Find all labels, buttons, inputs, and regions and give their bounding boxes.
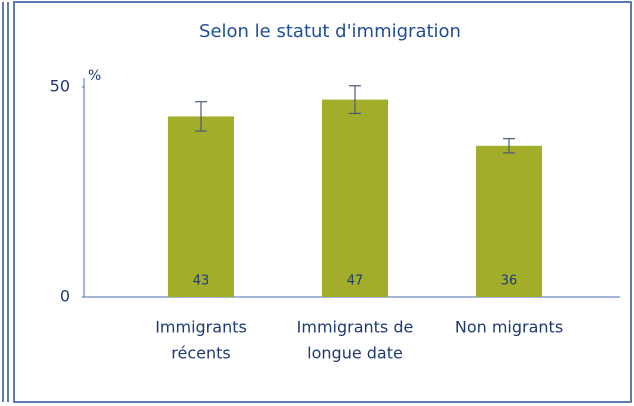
- chart-frame: [13, 1, 632, 403]
- x-tick-label: Immigrants: [155, 318, 247, 337]
- y-tick-label: 0: [60, 287, 70, 306]
- unit-label: %: [88, 68, 101, 84]
- x-tick-label: récents: [171, 344, 230, 363]
- x-tick-label: Immigrants de: [297, 318, 414, 337]
- bar: [168, 116, 234, 298]
- bar: [476, 145, 542, 297]
- x-tick-label: Non migrants: [455, 318, 563, 337]
- x-tick-label: longue date: [307, 344, 403, 363]
- data-label: 43: [193, 274, 210, 289]
- data-label: 36: [501, 274, 518, 289]
- bar: [322, 99, 388, 297]
- chart-title: Selon le statut d'immigration: [199, 21, 461, 42]
- y-tick-label: 50: [50, 77, 70, 96]
- data-label: 47: [347, 274, 364, 289]
